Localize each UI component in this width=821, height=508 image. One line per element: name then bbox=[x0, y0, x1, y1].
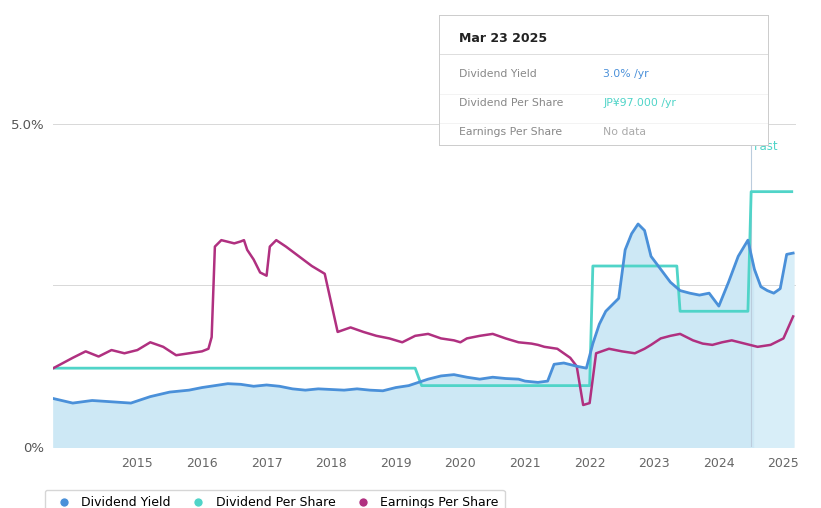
Text: No data: No data bbox=[603, 127, 646, 137]
Text: JP¥97.000 /yr: JP¥97.000 /yr bbox=[603, 99, 677, 108]
Text: Mar 23 2025: Mar 23 2025 bbox=[459, 32, 547, 45]
Text: Past: Past bbox=[754, 140, 779, 153]
Text: Dividend Yield: Dividend Yield bbox=[459, 69, 537, 79]
Legend: Dividend Yield, Dividend Per Share, Earnings Per Share: Dividend Yield, Dividend Per Share, Earn… bbox=[45, 490, 505, 508]
Text: Dividend Per Share: Dividend Per Share bbox=[459, 99, 563, 108]
Text: 3.0% /yr: 3.0% /yr bbox=[603, 69, 649, 79]
Text: Earnings Per Share: Earnings Per Share bbox=[459, 127, 562, 137]
